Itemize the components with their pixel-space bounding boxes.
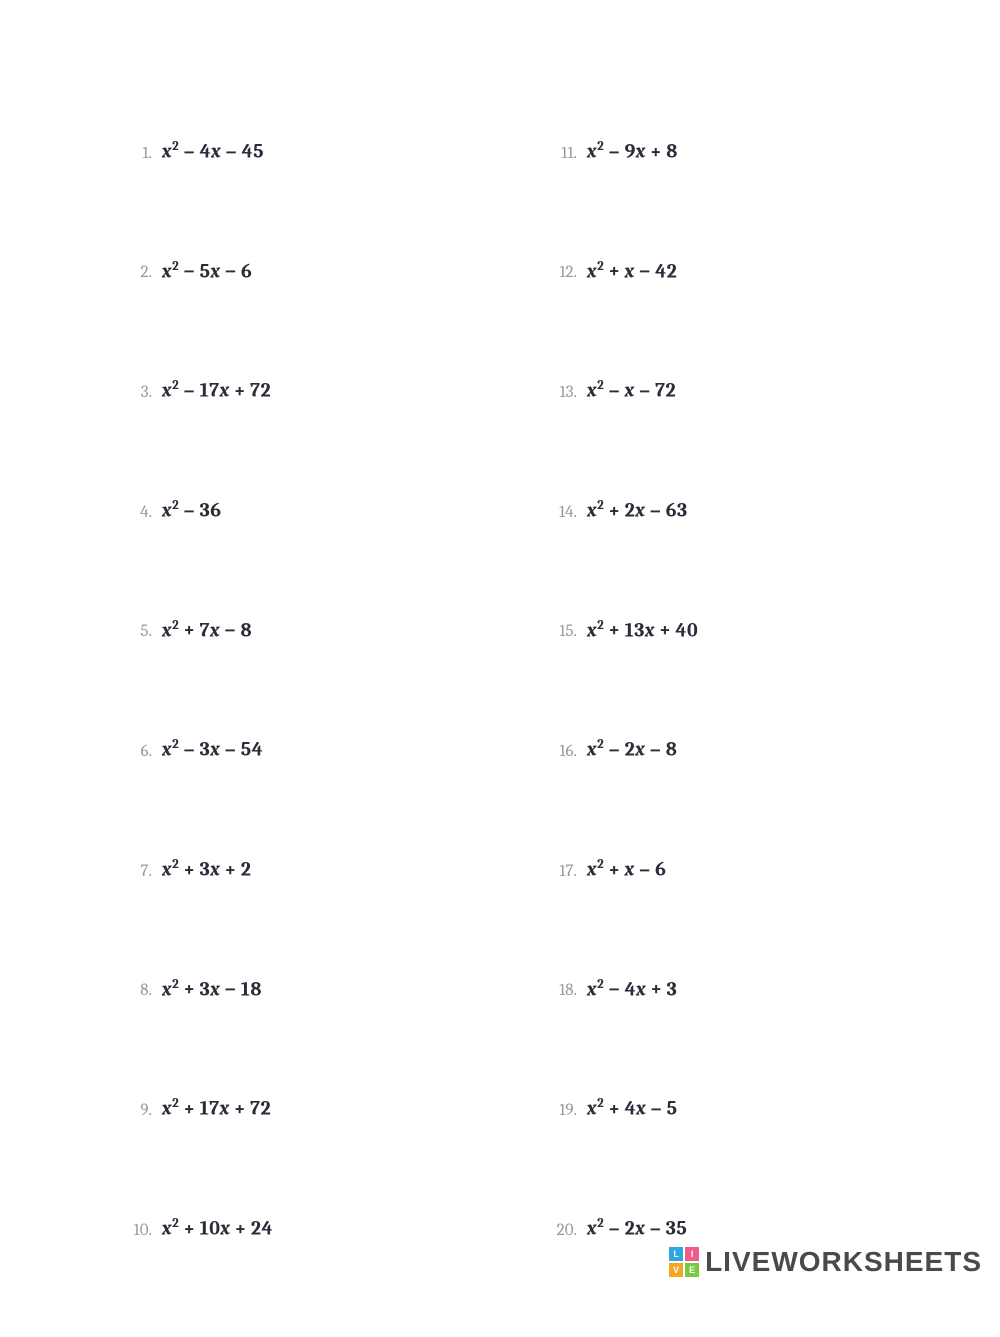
problem-number: 9. — [130, 1102, 162, 1119]
problem-row: 16. x2−2x−8 — [555, 738, 900, 760]
problem-number: 11. — [555, 145, 587, 162]
problem-expression: x2−17x+72 — [162, 379, 271, 401]
problem-row: 20. x2−2x−35 — [555, 1217, 900, 1239]
problem-expression: x2+2x−63 — [587, 499, 688, 521]
problem-expression: x2−9x+8 — [587, 140, 678, 162]
badge-v: V — [669, 1263, 683, 1277]
worksheet-page: 1. x2−4x−45 2. x2−5x−6 3. x2−17x+72 4. x… — [0, 0, 1000, 1337]
problem-expression: x2+10x+24 — [162, 1217, 273, 1239]
problem-row: 3. x2−17x+72 — [130, 379, 475, 401]
problem-expression: x2+4x−5 — [587, 1097, 678, 1119]
problem-number: 4. — [130, 504, 162, 521]
problem-row: 10. x2+10x+24 — [130, 1217, 475, 1239]
problem-row: 8. x2+3x−18 — [130, 978, 475, 1000]
problem-expression: x2−x−72 — [587, 379, 676, 401]
right-column: 11. x2−9x+8 12. x2+x−42 13. x2−x−72 14. … — [515, 140, 900, 1337]
problem-number: 8. — [130, 982, 162, 999]
problem-expression: x2+3x−18 — [162, 978, 262, 1000]
problem-row: 2. x2−5x−6 — [130, 260, 475, 282]
problem-number: 17. — [555, 863, 587, 880]
problem-row: 11. x2−9x+8 — [555, 140, 900, 162]
problem-expression: x2+x−42 — [587, 260, 677, 282]
problem-row: 17. x2+x−6 — [555, 858, 900, 880]
problem-row: 1. x2−4x−45 — [130, 140, 475, 162]
problem-row: 9. x2+17x+72 — [130, 1097, 475, 1119]
problem-row: 15. x2+13x+40 — [555, 619, 900, 641]
badge-i: I — [685, 1247, 699, 1261]
problem-number: 3. — [130, 384, 162, 401]
problem-columns: 1. x2−4x−45 2. x2−5x−6 3. x2−17x+72 4. x… — [130, 140, 900, 1337]
problem-number: 10. — [130, 1222, 162, 1239]
problem-row: 14. x2+2x−63 — [555, 499, 900, 521]
problem-row: 13. x2−x−72 — [555, 379, 900, 401]
problem-row: 12. x2+x−42 — [555, 260, 900, 282]
problem-expression: x2−36 — [162, 499, 222, 521]
problem-expression: x2−2x−8 — [587, 738, 677, 760]
problem-expression: x2+3x+2 — [162, 858, 251, 880]
problem-expression: x2−2x−35 — [587, 1217, 687, 1239]
problem-expression: x2−4x+3 — [587, 978, 677, 1000]
problem-expression: x2+17x+72 — [162, 1097, 271, 1119]
problem-number: 5. — [130, 623, 162, 640]
badge-e: E — [685, 1263, 699, 1277]
problem-number: 13. — [555, 384, 587, 401]
problem-number: 18. — [555, 982, 587, 999]
problem-number: 6. — [130, 743, 162, 760]
problem-number: 12. — [555, 264, 587, 281]
problem-expression: x2+13x+40 — [587, 619, 698, 641]
problem-expression: x2+7x−8 — [162, 619, 252, 641]
problem-row: 18. x2−4x+3 — [555, 978, 900, 1000]
watermark-text: LIVEWORKSHEETS — [705, 1248, 982, 1276]
problem-expression: x2−4x−45 — [162, 140, 264, 162]
problem-row: 5. x2+7x−8 — [130, 619, 475, 641]
problem-number: 2. — [130, 264, 162, 281]
problem-number: 7. — [130, 863, 162, 880]
problem-number: 16. — [555, 743, 587, 760]
problem-expression: x2−3x−54 — [162, 738, 263, 760]
problem-number: 15. — [555, 623, 587, 640]
problem-row: 6. x2−3x−54 — [130, 738, 475, 760]
problem-expression: x2+x−6 — [587, 858, 666, 880]
problem-number: 14. — [555, 504, 587, 521]
problem-row: 4. x2−36 — [130, 499, 475, 521]
problem-number: 20. — [555, 1222, 587, 1239]
problem-row: 7. x2+3x+2 — [130, 858, 475, 880]
problem-row: 19. x2+4x−5 — [555, 1097, 900, 1119]
badge-l: L — [669, 1247, 683, 1261]
watermark-badge-icon: L I V E — [669, 1247, 699, 1277]
liveworksheets-watermark: L I V E LIVEWORKSHEETS — [669, 1247, 982, 1277]
problem-number: 1. — [130, 145, 162, 162]
problem-number: 19. — [555, 1102, 587, 1119]
problem-expression: x2−5x−6 — [162, 260, 252, 282]
left-column: 1. x2−4x−45 2. x2−5x−6 3. x2−17x+72 4. x… — [130, 140, 515, 1337]
